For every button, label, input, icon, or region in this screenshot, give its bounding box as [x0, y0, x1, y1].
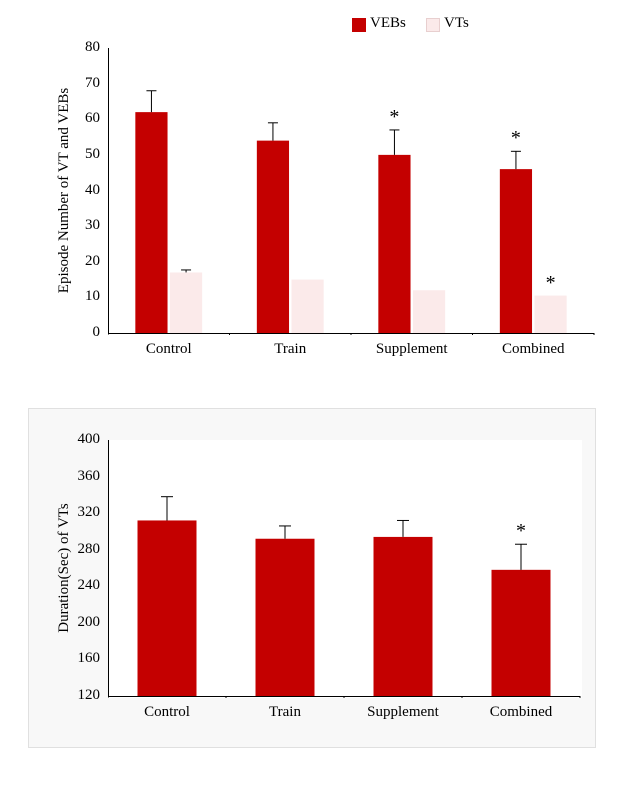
- ytick-label: 120: [78, 687, 101, 704]
- ytick-label: 40: [85, 182, 100, 199]
- ytick-label: 20: [85, 253, 100, 270]
- significance-marker: *: [389, 106, 399, 129]
- ytick-label: 360: [78, 468, 101, 485]
- legend-label: VTs: [444, 15, 469, 32]
- ytick-label: 50: [85, 146, 100, 163]
- bar: [378, 155, 410, 333]
- ytick-label: 30: [85, 217, 100, 234]
- category-label: Supplement: [376, 341, 448, 358]
- bar: [374, 537, 433, 696]
- bar: [413, 290, 445, 333]
- ytick-label: 70: [85, 75, 100, 92]
- legend-label: VEBs: [370, 15, 406, 32]
- chart-bottom-plot-svg: [108, 440, 582, 698]
- ytick-label: 320: [78, 504, 101, 521]
- ytick-label: 160: [78, 650, 101, 667]
- ytick-label: 200: [78, 614, 101, 631]
- category-label: Combined: [490, 704, 553, 721]
- category-label: Supplement: [367, 704, 439, 721]
- legend-swatch: [426, 18, 440, 32]
- legend-swatch: [352, 18, 366, 32]
- bar: [170, 272, 202, 333]
- y-axis-label: Duration(Sec) of VTs: [56, 440, 73, 696]
- y-axis-label: Episode Number of VT and VEBs: [56, 48, 73, 333]
- category-label: Combined: [502, 341, 565, 358]
- ytick-label: 280: [78, 541, 101, 558]
- bar: [135, 112, 167, 333]
- chart-top-plot-svg: [108, 48, 596, 335]
- bar: [534, 296, 566, 333]
- ytick-label: 240: [78, 577, 101, 594]
- bar: [492, 570, 551, 696]
- significance-marker: *: [511, 127, 521, 150]
- bar: [138, 520, 197, 696]
- category-label: Control: [146, 341, 192, 358]
- ytick-label: 80: [85, 39, 100, 56]
- ytick-label: 0: [93, 324, 101, 341]
- category-label: Train: [274, 341, 306, 358]
- category-label: Train: [269, 704, 301, 721]
- ytick-label: 60: [85, 110, 100, 127]
- bar: [291, 280, 323, 333]
- ytick-label: 10: [85, 288, 100, 305]
- significance-marker: *: [516, 520, 526, 543]
- category-label: Control: [144, 704, 190, 721]
- bar: [500, 169, 532, 333]
- bar: [257, 141, 289, 333]
- bar: [256, 539, 315, 696]
- significance-marker: *: [546, 272, 556, 295]
- ytick-label: 400: [78, 431, 101, 448]
